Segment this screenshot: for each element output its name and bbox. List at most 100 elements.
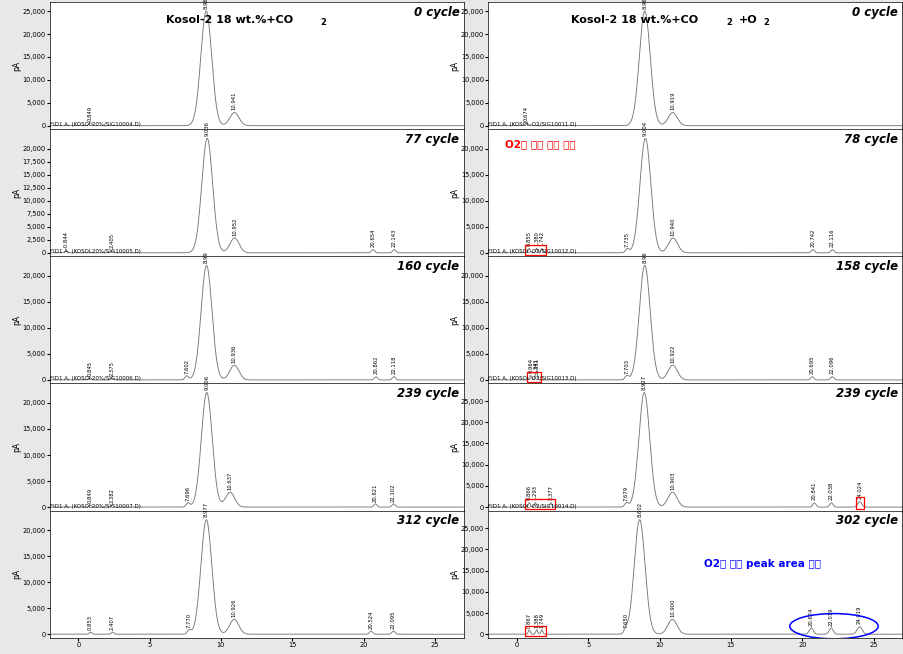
- Text: 2.405: 2.405: [110, 233, 115, 249]
- Text: 0.845: 0.845: [88, 360, 93, 375]
- Text: 10.637: 10.637: [228, 472, 232, 490]
- Text: 1.749: 1.749: [539, 612, 544, 628]
- Text: 2.375: 2.375: [109, 360, 115, 375]
- Text: 9.004: 9.004: [642, 121, 647, 136]
- Text: 2: 2: [321, 18, 326, 27]
- Text: 10.952: 10.952: [232, 217, 237, 235]
- Text: 22.019: 22.019: [828, 607, 833, 626]
- Text: 20.624: 20.624: [808, 607, 813, 626]
- Text: 8.977: 8.977: [204, 502, 209, 517]
- Text: 78 cycle: 78 cycle: [843, 133, 897, 146]
- Text: 2.382: 2.382: [109, 488, 115, 503]
- Text: 10.926: 10.926: [231, 598, 237, 617]
- Text: 1.341: 1.341: [533, 358, 538, 373]
- Text: min: min: [450, 152, 463, 158]
- Text: 1.381: 1.381: [534, 358, 538, 373]
- Text: 77 cycle: 77 cycle: [405, 133, 459, 146]
- Y-axis label: pA: pA: [450, 60, 459, 71]
- Text: 8.969: 8.969: [203, 0, 209, 9]
- Text: 24.024: 24.024: [856, 481, 861, 499]
- Text: FID1 A, (KOSOL20%/SIG10005.D): FID1 A, (KOSOL20%/SIG10005.D): [50, 249, 141, 254]
- Y-axis label: pA: pA: [450, 315, 459, 325]
- Y-axis label: pA: pA: [12, 442, 21, 452]
- Text: 1.742: 1.742: [539, 231, 544, 246]
- Text: 0 cycle: 0 cycle: [852, 6, 897, 19]
- Y-axis label: pA: pA: [12, 569, 21, 579]
- Text: 0.964: 0.964: [527, 358, 533, 373]
- Bar: [526, 372, 540, 382]
- Text: FID1 A, (KOSOL-O2/SIG10012.D): FID1 A, (KOSOL-O2/SIG10012.D): [488, 249, 576, 254]
- Text: min: min: [450, 279, 463, 285]
- Text: 2.377: 2.377: [548, 485, 553, 500]
- Text: 10.941: 10.941: [232, 92, 237, 111]
- Text: 10.940: 10.940: [670, 217, 675, 235]
- Text: 1.388: 1.388: [534, 613, 538, 628]
- Text: 312 cycle: 312 cycle: [396, 514, 459, 527]
- Text: 22.095: 22.095: [391, 610, 396, 628]
- Text: 0.849: 0.849: [88, 105, 93, 120]
- Text: 22.143: 22.143: [391, 229, 396, 247]
- Text: 20.695: 20.695: [809, 356, 814, 375]
- Text: min: min: [888, 279, 901, 285]
- Text: 1.380: 1.380: [534, 231, 538, 246]
- Y-axis label: pA: pA: [450, 569, 459, 579]
- Text: 22.102: 22.102: [391, 483, 396, 502]
- Text: 20.862: 20.862: [373, 356, 378, 375]
- Text: 160 cycle: 160 cycle: [396, 260, 459, 273]
- Text: 20.654: 20.654: [370, 229, 375, 247]
- Text: 8.927: 8.927: [641, 375, 646, 390]
- Text: 8.962: 8.962: [642, 0, 647, 9]
- Text: FID1 A, (KOSOL20%/SIG10006.D): FID1 A, (KOSOL20%/SIG10006.D): [50, 377, 141, 381]
- Text: 20.524: 20.524: [368, 610, 373, 628]
- Text: 10.936: 10.936: [231, 345, 237, 363]
- Text: FID1 A, (KOSOL20%/SIG10007.D): FID1 A, (KOSOL20%/SIG10007.D): [50, 504, 141, 509]
- Y-axis label: pA: pA: [12, 315, 21, 325]
- Text: 0.867: 0.867: [526, 612, 531, 628]
- Text: 24.019: 24.019: [856, 606, 861, 625]
- Text: O2에 의한 영향 예상: O2에 의한 영향 예상: [505, 139, 575, 149]
- Text: 0.853: 0.853: [88, 615, 93, 630]
- Bar: [525, 499, 554, 509]
- Text: -0.844: -0.844: [63, 232, 69, 249]
- Text: 7.602: 7.602: [184, 358, 189, 373]
- Text: 10.919: 10.919: [669, 92, 675, 111]
- Text: 20.841: 20.841: [811, 482, 816, 500]
- Text: 0.855: 0.855: [526, 231, 531, 246]
- Text: 8.99: 8.99: [204, 251, 209, 263]
- Text: +O: +O: [738, 14, 757, 25]
- Text: 10.900: 10.900: [669, 598, 675, 617]
- Text: 0.849: 0.849: [88, 488, 93, 503]
- Text: 302 cycle: 302 cycle: [835, 514, 897, 527]
- Text: 10.922: 10.922: [669, 344, 675, 363]
- Text: 239 cycle: 239 cycle: [396, 387, 459, 400]
- Text: FID1 A, (KOSOL-O2/SIG10014.D): FID1 A, (KOSOL-O2/SIG10014.D): [488, 504, 576, 509]
- Text: 8.602: 8.602: [637, 502, 641, 517]
- Y-axis label: pA: pA: [450, 442, 459, 452]
- Text: 8.96: 8.96: [641, 251, 647, 263]
- Text: 7.735: 7.735: [624, 232, 629, 247]
- Bar: [525, 627, 545, 636]
- Text: 7.679: 7.679: [623, 486, 628, 501]
- Text: 7.696: 7.696: [185, 486, 191, 501]
- Text: 239 cycle: 239 cycle: [835, 387, 897, 400]
- Text: FID1 A, (KOSOL20%/SIG10004.D): FID1 A, (KOSOL20%/SIG10004.D): [50, 122, 141, 127]
- Text: 20.742: 20.742: [809, 229, 815, 247]
- Text: 2: 2: [725, 18, 731, 27]
- Text: 7.770: 7.770: [186, 613, 191, 628]
- Text: 20.821: 20.821: [372, 483, 377, 502]
- Bar: [525, 245, 545, 255]
- Text: FID1 A, (KOSOL-O2/SIG10011.D): FID1 A, (KOSOL-O2/SIG10011.D): [488, 122, 576, 127]
- Text: 22.118: 22.118: [391, 356, 396, 375]
- Text: 22.116: 22.116: [829, 229, 834, 247]
- Y-axis label: pA: pA: [12, 188, 21, 198]
- Text: Kosol-2 18 wt.%+CO: Kosol-2 18 wt.%+CO: [165, 14, 293, 25]
- Text: 2: 2: [763, 18, 768, 27]
- Text: Kosol-2 18 wt.%+CO: Kosol-2 18 wt.%+CO: [571, 14, 697, 25]
- Text: 9.036: 9.036: [204, 121, 209, 136]
- Text: 0 cycle: 0 cycle: [413, 6, 459, 19]
- Text: min: min: [450, 534, 463, 540]
- Text: 7.703: 7.703: [624, 358, 628, 373]
- Bar: [855, 497, 862, 509]
- Text: 0.866: 0.866: [526, 485, 531, 500]
- Text: min: min: [888, 406, 901, 412]
